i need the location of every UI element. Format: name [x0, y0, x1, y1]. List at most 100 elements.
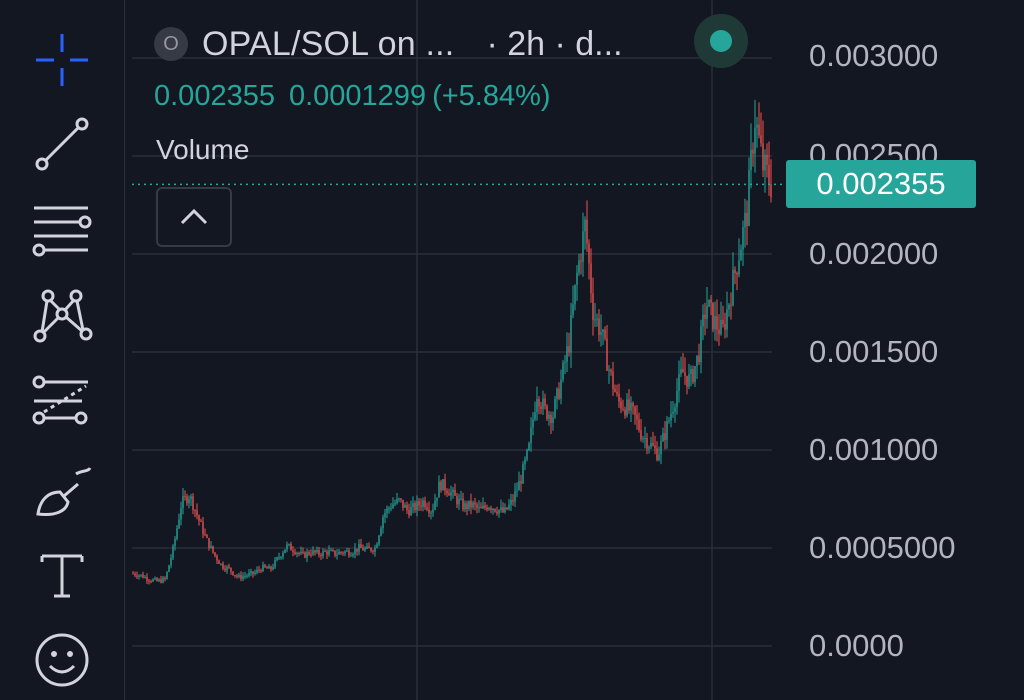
candle-body [380, 528, 382, 536]
candle-body [536, 399, 538, 413]
candle-body [134, 573, 136, 576]
candle-body [768, 164, 770, 185]
candle-body [552, 417, 554, 423]
prediction-icon[interactable] [30, 368, 94, 432]
emoji-icon[interactable] [30, 628, 94, 692]
candle-body [340, 552, 342, 554]
candle-body [150, 581, 152, 583]
candle-body [132, 573, 134, 575]
candle-body [470, 500, 472, 508]
candle-body [722, 319, 724, 325]
chart-pane[interactable]: O OPAL/SOL on ... · 2h · d... 0.002355 0.… [132, 0, 1024, 700]
candle-body [414, 502, 416, 511]
candle-body [488, 508, 490, 510]
volume-label[interactable]: Volume [156, 134, 250, 165]
candle-body [766, 154, 768, 165]
candle-body [764, 154, 766, 171]
candle-body [332, 550, 334, 552]
candle-body [418, 501, 420, 506]
candle-body [244, 575, 246, 577]
candle-body [326, 551, 328, 555]
candle-body [442, 479, 444, 491]
candle-body [544, 398, 546, 406]
fib-lines-icon[interactable] [30, 194, 94, 258]
candle-body [432, 509, 434, 513]
candle-body [412, 502, 414, 507]
candle-body [226, 566, 228, 571]
candle-body [606, 338, 608, 371]
candle-body [664, 432, 666, 441]
candle-body [476, 504, 478, 508]
candle-body [246, 575, 248, 577]
candle-body [254, 572, 256, 575]
symbol-header[interactable]: O OPAL/SOL on ... · 2h · d... [154, 24, 623, 64]
candle-body [168, 565, 170, 572]
candle-body [236, 575, 238, 577]
candle-body [186, 496, 188, 504]
candle-body [262, 564, 264, 572]
candle-body [338, 552, 340, 555]
candle-body [420, 505, 422, 507]
candle-body [388, 508, 390, 510]
candle-body [712, 302, 714, 330]
collapse-button[interactable] [156, 187, 232, 247]
candle-body [546, 405, 548, 419]
candle-body [654, 445, 656, 449]
candle-body [714, 316, 716, 330]
candle-body [394, 503, 396, 505]
price-change-percent: (+5.84%) [432, 80, 551, 112]
crosshair-icon[interactable] [30, 28, 94, 92]
candle-body [574, 284, 576, 305]
text-icon[interactable] [30, 544, 94, 608]
candle-body [286, 544, 288, 550]
interval-label[interactable]: · 2h · d... [486, 24, 623, 63]
current-price-value: 0.002355 [154, 80, 275, 112]
candle-body [508, 504, 510, 510]
candle-body [178, 519, 180, 529]
candle-body [770, 184, 772, 197]
chevron-up-icon [180, 208, 208, 225]
candle-body [348, 550, 350, 556]
candle-body [484, 505, 486, 508]
candle-body [402, 499, 404, 508]
candle-body [382, 517, 384, 529]
candle-body [686, 375, 688, 387]
market-status-indicator[interactable] [694, 14, 748, 68]
candle-body [282, 552, 284, 558]
candle-body [550, 414, 552, 423]
candle-body [490, 508, 492, 510]
candle-body [756, 124, 758, 128]
candle-body [584, 219, 586, 232]
candle-body [678, 373, 680, 391]
candle-body [146, 577, 148, 581]
pattern-icon[interactable] [30, 280, 94, 344]
candle-body [684, 372, 686, 376]
candle-body [554, 399, 556, 418]
candle-body [312, 550, 314, 555]
candle-body [670, 413, 672, 421]
price-chart[interactable] [132, 0, 1024, 700]
candle-body [238, 574, 240, 577]
candle-body [166, 571, 168, 579]
candle-body [708, 299, 710, 307]
candle-body [622, 408, 624, 410]
candle-body [700, 326, 702, 363]
symbol-title[interactable]: OPAL/SOL on ... [202, 24, 455, 63]
candle-body [542, 398, 544, 409]
candle-body [660, 441, 662, 455]
candle-body [516, 490, 518, 492]
candle-body [300, 551, 302, 554]
brush-icon[interactable] [30, 460, 94, 524]
candle-body [668, 420, 670, 422]
candle-body [160, 579, 162, 583]
candle-body [758, 124, 760, 136]
candle-body [144, 577, 146, 579]
candle-body [192, 496, 194, 510]
candle-body [748, 170, 750, 226]
candle-body [152, 579, 154, 582]
candle-body [672, 411, 674, 414]
trend-line-icon[interactable] [30, 112, 94, 176]
candle-body [316, 550, 318, 553]
candle-body [658, 454, 660, 461]
candle-body [598, 318, 600, 335]
